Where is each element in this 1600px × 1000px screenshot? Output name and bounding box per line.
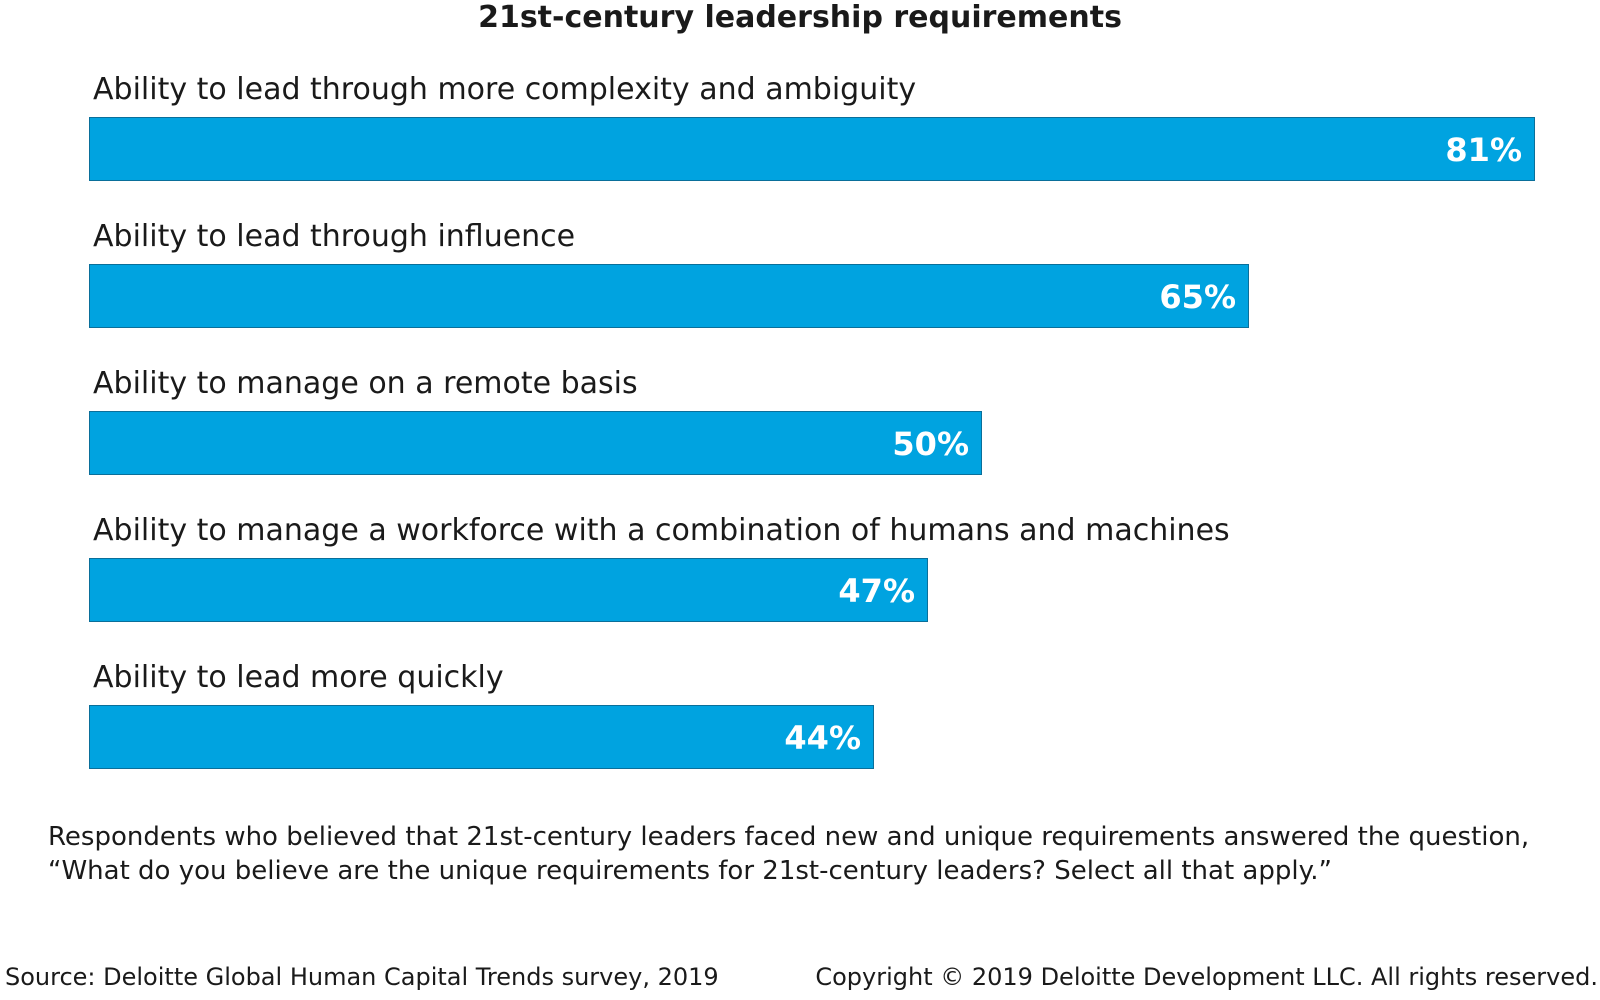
bar-label: Ability to lead more quickly: [93, 660, 504, 695]
bar-value-label: 47%: [838, 572, 915, 610]
bar-label: Ability to lead through more complexity …: [93, 72, 917, 107]
bar-label: Ability to lead through influence: [93, 219, 576, 254]
survey-note: Respondents who believed that 21st-centu…: [48, 820, 1568, 888]
bar-value-label: 44%: [784, 719, 861, 757]
bar-value-label: 81%: [1445, 131, 1522, 169]
bar-label: Ability to manage a workforce with a com…: [93, 513, 1230, 548]
bar: 65%: [89, 264, 1249, 328]
copyright-notice: Copyright © 2019 Deloitte Development LL…: [815, 963, 1598, 991]
survey-note-line-2: “What do you believe are the unique requ…: [48, 856, 1332, 886]
survey-note-line-1: Respondents who believed that 21st-centu…: [48, 822, 1530, 852]
bar-value-label: 50%: [892, 425, 969, 463]
bar: 50%: [89, 411, 982, 475]
bar: 47%: [89, 558, 928, 622]
chart-title: 21st-century leadership requirements: [478, 0, 1122, 35]
bar: 44%: [89, 705, 874, 769]
bar-chart: Ability to lead through more complexity …: [89, 72, 1535, 769]
bar: 81%: [89, 117, 1535, 181]
bar-value-label: 65%: [1159, 278, 1236, 316]
source-credit: Source: Deloitte Global Human Capital Tr…: [5, 963, 719, 991]
bar-label: Ability to manage on a remote basis: [93, 366, 638, 401]
